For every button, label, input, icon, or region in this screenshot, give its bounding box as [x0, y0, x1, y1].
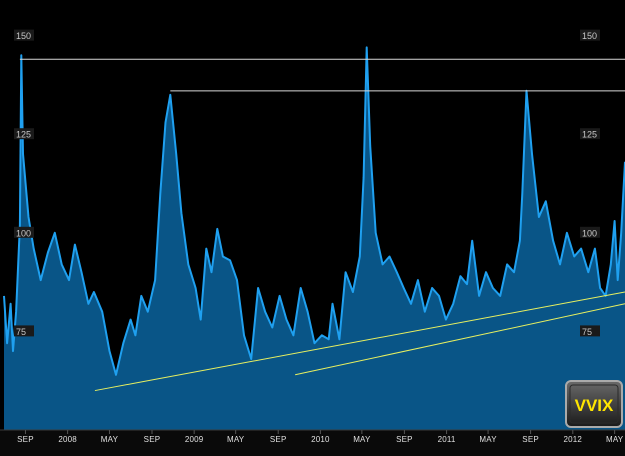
y-tick-label-left-75: 75 — [16, 327, 26, 337]
series-line — [3, 46, 625, 376]
y-tick-label-right-125: 125 — [582, 130, 597, 140]
y-tick-box-right-75 — [580, 325, 600, 337]
y-tick-box-right-150 — [580, 29, 600, 41]
x-tick-label-12: SEP — [522, 435, 539, 444]
x-tick-label-14: MAY — [606, 435, 624, 444]
x-tick-label-6: SEP — [270, 435, 287, 444]
y-axis: 75 75 100 100 125 125 150 150 — [14, 29, 600, 337]
y-tick-label-left-100: 100 — [16, 228, 31, 238]
y-tick-box-left-100 — [14, 226, 34, 238]
trend-line-4 — [295, 303, 625, 376]
x-tick-label-5: MAY — [227, 435, 245, 444]
y-tick-label-right-100: 100 — [582, 228, 597, 238]
y-tick-box-left-125 — [14, 128, 34, 140]
trend-line-3 — [94, 291, 625, 392]
y-tick-label-left-125: 125 — [16, 130, 31, 140]
x-tick-label-13: 2012 — [563, 435, 582, 444]
logo-text: VVIX — [575, 396, 614, 415]
y-tick-label-right-150: 150 — [582, 31, 597, 41]
x-tick-label-4: 2009 — [185, 435, 204, 444]
series-area — [4, 47, 625, 431]
y-tick-box-right-100 — [580, 226, 600, 238]
x-tick-label-7: 2010 — [311, 435, 330, 444]
x-tick-label-11: MAY — [479, 435, 497, 444]
y-tick-label-right-75: 75 — [582, 327, 592, 337]
annotation-layer — [19, 58, 625, 392]
x-tick-label-8: MAY — [353, 435, 371, 444]
x-axis-band — [0, 430, 625, 456]
x-tick-label-2: MAY — [101, 435, 119, 444]
x-axis: SEP 2008 MAY SEP 2009 MAY SEP 2010 MAY SEP 2011 MAY… — [17, 430, 624, 444]
y-tick-label-left-150: 150 — [16, 31, 31, 41]
vvix-logo: VVIX — [565, 380, 623, 428]
x-tick-label-10: 2011 — [438, 435, 456, 444]
y-tick-box-left-150 — [14, 29, 34, 41]
x-tick-label-3: SEP — [144, 435, 161, 444]
x-tick-label-9: SEP — [396, 435, 413, 444]
area-layer — [3, 46, 625, 431]
x-tick-label-1: 2008 — [58, 435, 77, 444]
y-tick-box-left-75 — [14, 325, 34, 337]
x-tick-label-0: SEP — [17, 435, 34, 444]
y-tick-box-right-125 — [580, 128, 600, 140]
